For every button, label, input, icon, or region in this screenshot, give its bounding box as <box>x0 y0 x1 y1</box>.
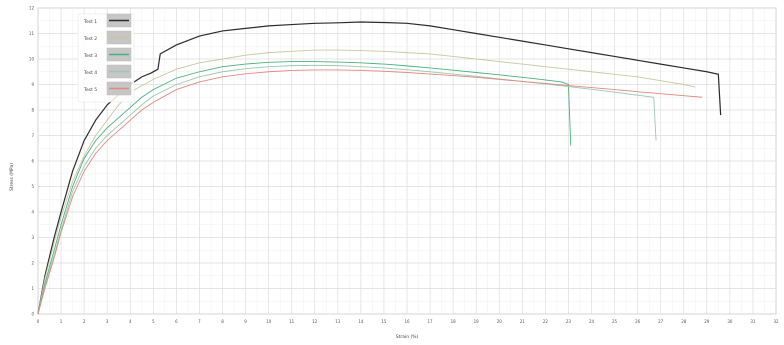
y-tick-label: 6 <box>31 159 34 164</box>
y-tick-label: 2 <box>31 261 34 266</box>
x-tick-label: 4 <box>129 319 132 324</box>
series-line-1 <box>37 21 722 315</box>
y-tick-label: 0 <box>31 312 34 317</box>
x-tick-label: 30 <box>727 319 733 324</box>
legend-label: Test 3 <box>83 53 97 59</box>
x-tick-label: 2 <box>83 319 86 324</box>
x-tick-label: 19 <box>474 319 480 324</box>
series-line-5 <box>37 69 703 315</box>
legend-label: Test 5 <box>83 87 97 93</box>
x-tick-label: 0 <box>37 319 40 324</box>
y-tick-label: 5 <box>31 184 34 189</box>
legend-label: Test 1 <box>83 19 97 25</box>
y-axis-title: Stress (MPa) <box>9 163 15 191</box>
y-tick-label: 11 <box>29 31 35 36</box>
x-tick-label: 17 <box>428 319 434 324</box>
x-tick-label: 27 <box>658 319 664 324</box>
x-tick-label: 24 <box>589 319 595 324</box>
x-tick-label: 21 <box>520 319 526 324</box>
series-line-2 <box>37 49 696 315</box>
y-tick-label: 8 <box>31 108 34 113</box>
x-tick-label: 5 <box>152 319 155 324</box>
y-tick-label: 4 <box>31 210 34 215</box>
x-tick-label: 26 <box>635 319 641 324</box>
x-tick-label: 9 <box>244 319 247 324</box>
legend-label: Test 4 <box>83 70 97 76</box>
series-line-3 <box>37 61 572 315</box>
x-axis-title: Strain (%) <box>396 334 419 340</box>
x-tick-label: 3 <box>106 319 109 324</box>
x-tick-label: 32 <box>773 319 779 324</box>
y-tick-label: 10 <box>29 57 35 62</box>
y-tick-label: 12 <box>29 6 35 11</box>
x-tick-label: 23 <box>566 319 572 324</box>
y-tick-label: 3 <box>31 235 34 240</box>
series-lines <box>37 21 722 315</box>
x-tick-label: 11 <box>289 319 295 324</box>
y-tick-label: 9 <box>31 82 34 87</box>
x-tick-label: 1 <box>60 319 63 324</box>
x-tick-label: 28 <box>681 319 687 324</box>
legend: Test 1 Test 2 Test 3 Test 4 Test 5 <box>77 13 135 103</box>
x-tick-label: 8 <box>221 319 224 324</box>
x-tick-label: 25 <box>612 319 618 324</box>
x-tick-label: 29 <box>704 319 710 324</box>
x-tick-label: 20 <box>497 319 503 324</box>
x-tick-label: 13 <box>335 319 341 324</box>
x-tick-label: 10 <box>266 319 272 324</box>
x-tick-label: 16 <box>404 319 410 324</box>
x-tick-label: 22 <box>543 319 549 324</box>
x-tick-label: 18 <box>451 319 457 324</box>
x-tick-label: 15 <box>381 319 387 324</box>
x-tick-label: 12 <box>312 319 318 324</box>
series-line-4 <box>37 64 657 315</box>
x-tick-label: 14 <box>358 319 364 324</box>
x-tick-label: 31 <box>750 319 756 324</box>
legend-label: Test 2 <box>83 36 97 42</box>
y-tick-label: 7 <box>31 133 34 138</box>
tick-labels: 0 1 2 3 4 5 6 7 8 9 10 11 12 13 14 15 16 17 18 19 20 21 22 23 24… <box>29 6 779 325</box>
y-tick-label: 1 <box>31 286 34 291</box>
x-tick-label: 7 <box>198 319 201 324</box>
x-tick-label: 6 <box>175 319 178 324</box>
